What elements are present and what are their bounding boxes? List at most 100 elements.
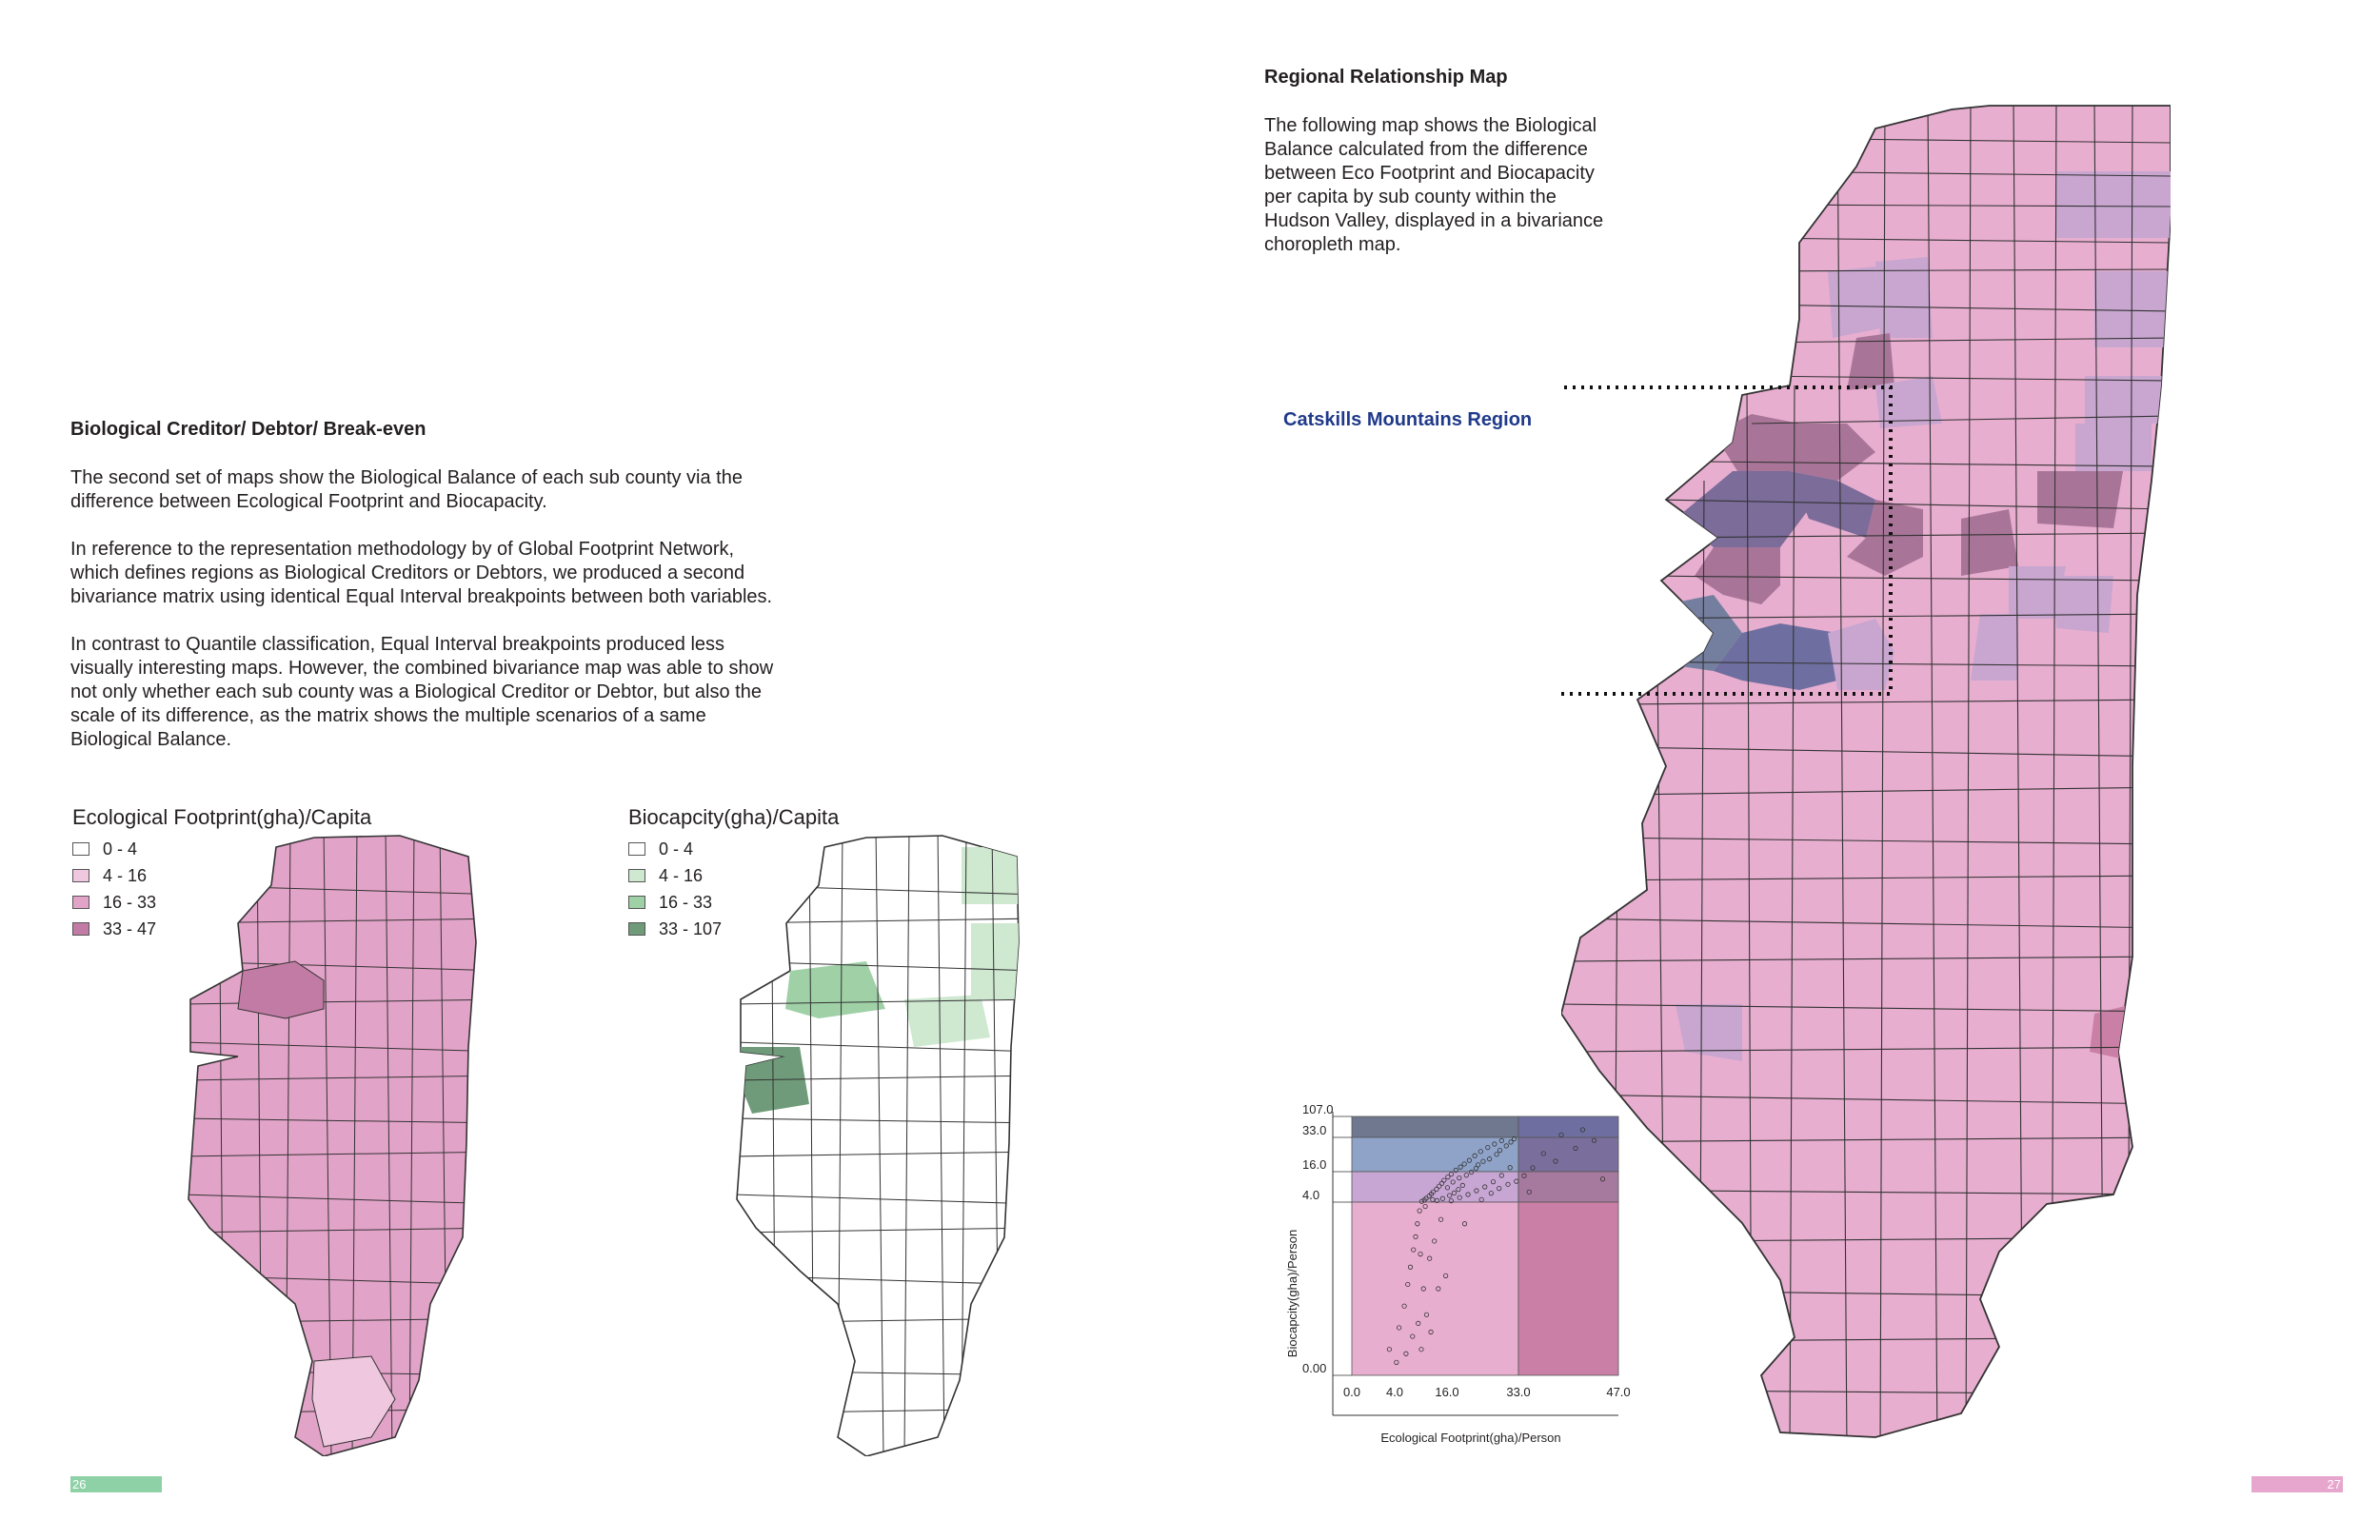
data-point bbox=[1488, 1191, 1494, 1196]
data-point bbox=[1420, 1286, 1426, 1292]
biocapacity-legend-rows: 0 - 4 4 - 16 16 - 33 33 - 107 bbox=[628, 836, 839, 942]
y-tick-label: 107.0 bbox=[1302, 1102, 1334, 1116]
data-point bbox=[1553, 1158, 1558, 1164]
data-point bbox=[1468, 1169, 1475, 1175]
data-point bbox=[1482, 1184, 1488, 1190]
biocapacity-legend-swatch bbox=[628, 922, 645, 936]
bivariate-map bbox=[1561, 105, 2171, 1438]
matrix-cell bbox=[1517, 1136, 1619, 1173]
data-point bbox=[1450, 1179, 1456, 1185]
data-point bbox=[1418, 1198, 1425, 1204]
data-point bbox=[1480, 1158, 1486, 1164]
data-point bbox=[1411, 1247, 1417, 1253]
y-tick-label: 33.0 bbox=[1302, 1123, 1326, 1137]
right-paragraph: The following map shows the Biological B… bbox=[1264, 115, 1604, 255]
footprint-legend-item: 4 - 16 bbox=[72, 862, 371, 889]
data-point bbox=[1451, 1190, 1458, 1196]
right-heading: Regional Relationship Map bbox=[1264, 67, 1508, 88]
bivariate-legend-plot: 0.00 4.0 16.0 33.0 107.0 0.0 4.0 16.0 33.0 47.0 Ec… bbox=[1271, 1099, 1642, 1461]
footprint-legend-swatch bbox=[72, 842, 89, 856]
biocapacity-map-title: Biocapcity(gha)/Capita bbox=[628, 805, 840, 829]
data-point bbox=[1558, 1132, 1564, 1137]
matrix-cell bbox=[1517, 1201, 1619, 1376]
data-point bbox=[1466, 1157, 1472, 1163]
footprint-legend: Ecological Footprint(gha)/Capita 0 - 4 4 … bbox=[72, 805, 371, 942]
matrix-cell bbox=[1517, 1171, 1619, 1203]
data-point bbox=[1472, 1153, 1478, 1158]
data-point bbox=[1492, 1141, 1497, 1147]
data-point bbox=[1490, 1179, 1497, 1185]
left-paragraph-2: In reference to the representation metho… bbox=[70, 539, 773, 607]
footprint-legend-label: 16 - 33 bbox=[103, 892, 157, 912]
footprint-legend-item: 33 - 47 bbox=[72, 916, 371, 942]
data-point bbox=[1486, 1156, 1493, 1162]
data-point bbox=[1503, 1143, 1509, 1149]
left-page-number: 26 bbox=[72, 1477, 87, 1491]
biocapacity-legend-swatch bbox=[628, 842, 645, 856]
data-point bbox=[1511, 1135, 1517, 1142]
biocapacity-legend-swatch bbox=[628, 896, 645, 909]
data-point bbox=[1418, 1347, 1424, 1352]
data-point bbox=[1461, 1221, 1468, 1227]
data-point bbox=[1508, 1139, 1514, 1145]
data-point bbox=[1403, 1351, 1409, 1356]
data-point bbox=[1445, 1175, 1451, 1180]
data-point bbox=[1439, 1195, 1446, 1201]
right-page-tab: 27 bbox=[2251, 1476, 2343, 1492]
catskills-callout: Catskills Mountains Region bbox=[1283, 409, 1533, 430]
data-point bbox=[1521, 1173, 1527, 1178]
data-point bbox=[1457, 1175, 1462, 1181]
data-point bbox=[1407, 1264, 1414, 1270]
data-point bbox=[1463, 1173, 1469, 1178]
data-point bbox=[1573, 1145, 1578, 1152]
data-point bbox=[1417, 1208, 1422, 1214]
data-point bbox=[1498, 1173, 1504, 1178]
data-point bbox=[1416, 1320, 1421, 1326]
data-point bbox=[1405, 1281, 1411, 1288]
data-point bbox=[1438, 1216, 1444, 1222]
biocapacity-legend-label: 0 - 4 bbox=[659, 839, 694, 859]
data-point bbox=[1448, 1198, 1455, 1204]
matrix-cell bbox=[1351, 1171, 1519, 1203]
data-point bbox=[1476, 1162, 1481, 1168]
x-axis-label: Ecological Footprint(gha)/Person bbox=[1380, 1431, 1560, 1445]
biocapacity-legend-swatch bbox=[628, 869, 645, 882]
data-point bbox=[1418, 1252, 1423, 1257]
data-point bbox=[1456, 1187, 1461, 1193]
data-point bbox=[1498, 1137, 1504, 1143]
footprint-map bbox=[188, 835, 477, 1456]
data-point bbox=[1434, 1197, 1440, 1204]
data-point bbox=[1478, 1149, 1483, 1155]
biocapacity-legend-label: 16 - 33 bbox=[659, 892, 713, 912]
y-tick-label: 4.0 bbox=[1302, 1188, 1319, 1202]
biocapacity-legend: Biocapcity(gha)/Capita 0 - 4 4 - 16 16 - 3… bbox=[628, 805, 839, 942]
data-point bbox=[1540, 1151, 1546, 1156]
data-point bbox=[1478, 1196, 1484, 1202]
scatter-plot: 0.00 4.0 16.0 33.0 107.0 0.0 4.0 16.0 33.0 47.0 Ec… bbox=[1285, 1102, 1631, 1445]
data-point bbox=[1505, 1181, 1511, 1187]
data-point bbox=[1386, 1347, 1392, 1352]
footprint-legend-label: 33 - 47 bbox=[103, 918, 157, 938]
x-tick-label: 4.0 bbox=[1386, 1385, 1403, 1399]
x-tick-label: 0.0 bbox=[1343, 1385, 1360, 1399]
data-point bbox=[1459, 1182, 1465, 1189]
data-point bbox=[1394, 1359, 1399, 1365]
data-point bbox=[1422, 1203, 1428, 1210]
data-point bbox=[1473, 1166, 1479, 1172]
data-point bbox=[1591, 1137, 1597, 1143]
data-point bbox=[1507, 1165, 1513, 1171]
data-point bbox=[1436, 1286, 1441, 1292]
x-tick-label: 16.0 bbox=[1435, 1385, 1458, 1399]
left-paragraph-1: The second set of maps show the Biologic… bbox=[70, 467, 743, 512]
data-point bbox=[1415, 1221, 1420, 1227]
footprint-map-title: Ecological Footprint(gha)/Capita bbox=[72, 805, 372, 829]
biocapacity-legend-item: 16 - 33 bbox=[628, 889, 839, 916]
data-point bbox=[1526, 1189, 1532, 1194]
data-point bbox=[1432, 1238, 1438, 1244]
footprint-legend-item: 0 - 4 bbox=[72, 836, 371, 862]
footprint-legend-label: 4 - 16 bbox=[103, 865, 148, 885]
data-point bbox=[1444, 1185, 1451, 1191]
biocapacity-map bbox=[736, 835, 1020, 1456]
data-point bbox=[1428, 1329, 1434, 1335]
data-point bbox=[1423, 1312, 1430, 1317]
